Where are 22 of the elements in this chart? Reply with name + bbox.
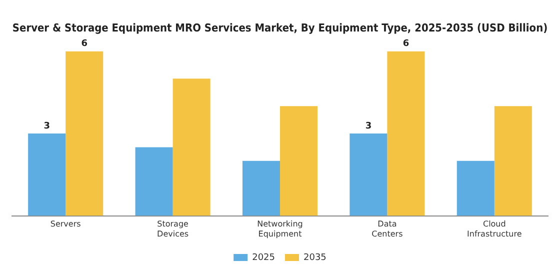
data-label: 6 [81,39,88,50]
data-label: 3 [44,121,50,132]
bar [66,51,104,216]
legend-label: 2025 [252,252,275,263]
x-tick-label: Networking Equipment [257,220,303,238]
data-label: 6 [402,39,410,50]
bar [494,106,532,216]
data-label: 3 [365,121,372,132]
bar [172,78,210,216]
bar [135,147,173,216]
x-tick-label: Servers [50,220,81,229]
x-tick-label: Data Centers [372,220,403,238]
bar [456,160,494,216]
x-tick-label: Storage Devices [157,220,189,238]
bar [350,134,388,216]
bar [280,106,318,216]
x-tick-label: Cloud Infrastructure [467,220,522,238]
chart-title: Server & Storage Equipment MRO Services Market, By Equipment Type, 2025-2035 (USD Billion) [12,22,548,35]
bar [387,51,425,216]
bar [28,134,66,216]
legend-label: 2035 [304,252,326,263]
bar [242,160,280,216]
